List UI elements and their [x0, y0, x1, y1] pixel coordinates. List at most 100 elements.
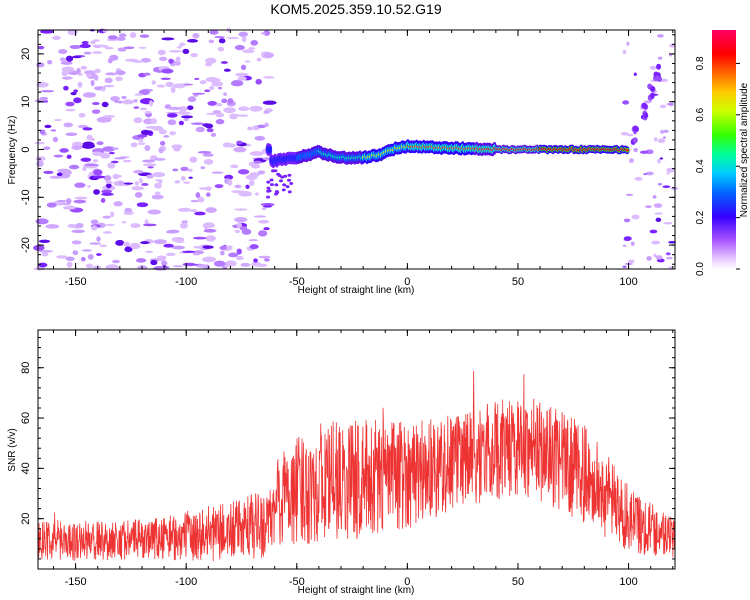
noise-blob [633, 72, 637, 77]
noise-blob [142, 159, 156, 163]
noise-blob [116, 36, 126, 41]
noise-blob [90, 40, 96, 45]
noise-blob [65, 132, 78, 136]
noise-blob [101, 189, 113, 194]
noise-blob [65, 198, 72, 204]
noise-blob [159, 140, 166, 146]
trace-tail [642, 103, 648, 110]
noise-blob [257, 230, 268, 237]
noise-blob [151, 194, 164, 200]
noise-blob [57, 168, 71, 173]
noise-blob [633, 147, 639, 153]
noise-blob [653, 253, 657, 258]
noise-blob [211, 81, 224, 87]
noise-blob [66, 261, 73, 268]
noise-blob [665, 256, 673, 260]
noise-blob [177, 111, 191, 115]
trace-tail [656, 63, 662, 70]
noise-blob [129, 32, 137, 39]
noise-blob [166, 113, 178, 118]
noise-blob [176, 45, 182, 49]
trace-scatter [266, 186, 271, 190]
noise-blob [93, 169, 103, 176]
noise-blob [187, 168, 193, 172]
noise-blob [62, 76, 73, 80]
noise-blob [151, 80, 157, 85]
noise-blob [195, 126, 205, 133]
noise-blob [154, 182, 162, 189]
noise-blob [33, 244, 45, 251]
noise-blob [236, 248, 242, 255]
colorbar-tick-label: 0.0 [695, 262, 706, 276]
noise-blob [206, 128, 214, 133]
noise-blob [157, 256, 167, 262]
noise-blob [174, 180, 181, 184]
trace-tail [654, 75, 660, 82]
colorbar-tick-label: 0.6 [695, 107, 706, 121]
noise-blob [187, 96, 197, 103]
noise-blob [240, 262, 251, 267]
noise-blob [147, 166, 154, 169]
noise-blob [158, 129, 167, 135]
noise-blob [170, 86, 176, 94]
noise-blob [123, 46, 135, 50]
trace-scatter [274, 183, 279, 187]
noise-blob [239, 226, 248, 231]
snr-line [38, 371, 675, 562]
noise-blob [182, 250, 196, 253]
noise-blob [143, 72, 151, 76]
noise-blob [118, 180, 124, 186]
noise-blob [138, 177, 143, 184]
noise-blob [194, 77, 200, 81]
noise-blob [121, 95, 127, 99]
snr-series [38, 371, 675, 562]
noise-blob [665, 252, 671, 256]
noise-blob [171, 245, 185, 250]
noise-blob [205, 235, 216, 242]
noise-blob [139, 34, 150, 38]
noise-blob [235, 255, 244, 261]
snr-y-label: SNR (v/v) [7, 428, 18, 471]
noise-blob [80, 157, 92, 162]
noise-blob [263, 30, 271, 36]
noise-blob [47, 60, 53, 65]
noise-blob [117, 100, 124, 104]
noise-blob [179, 106, 188, 112]
noise-blob [649, 229, 658, 234]
noise-blob [161, 37, 175, 41]
noise-blob [123, 182, 134, 185]
noise-blob [105, 72, 116, 75]
noise-blob [215, 112, 225, 118]
noise-blob [668, 240, 676, 244]
noise-blob [179, 222, 188, 229]
noise-blob [158, 179, 163, 184]
noise-blob [626, 41, 630, 46]
noise-blob [140, 130, 152, 136]
noise-blob [135, 258, 147, 263]
noise-blob [192, 236, 207, 240]
trace-scatter [287, 173, 292, 177]
snr-panel: -150 -100 -50 0 50 100 20 40 60 80 Height of str… [7, 329, 676, 596]
noise-blob [159, 56, 168, 61]
noise-blob [134, 191, 143, 198]
noise-blob [654, 212, 663, 215]
noise-blob [74, 182, 86, 188]
noise-blob [130, 142, 138, 148]
noise-blob [217, 86, 223, 90]
noise-blob [234, 216, 248, 223]
noise-blob [59, 57, 67, 62]
noise-blob [197, 196, 205, 203]
noise-blob [92, 51, 103, 54]
x-tick-label: 50 [512, 576, 524, 588]
noise-blob [195, 192, 201, 199]
noise-blob [129, 242, 141, 250]
noise-blob [199, 187, 212, 190]
noise-blob [215, 119, 225, 125]
noise-blob [104, 77, 113, 84]
noise-blob [236, 114, 249, 117]
noise-blob [153, 239, 167, 245]
noise-blob [200, 166, 206, 170]
trace-scatter [274, 190, 279, 194]
noise-blob [137, 142, 146, 145]
trace-scatter [273, 169, 278, 173]
